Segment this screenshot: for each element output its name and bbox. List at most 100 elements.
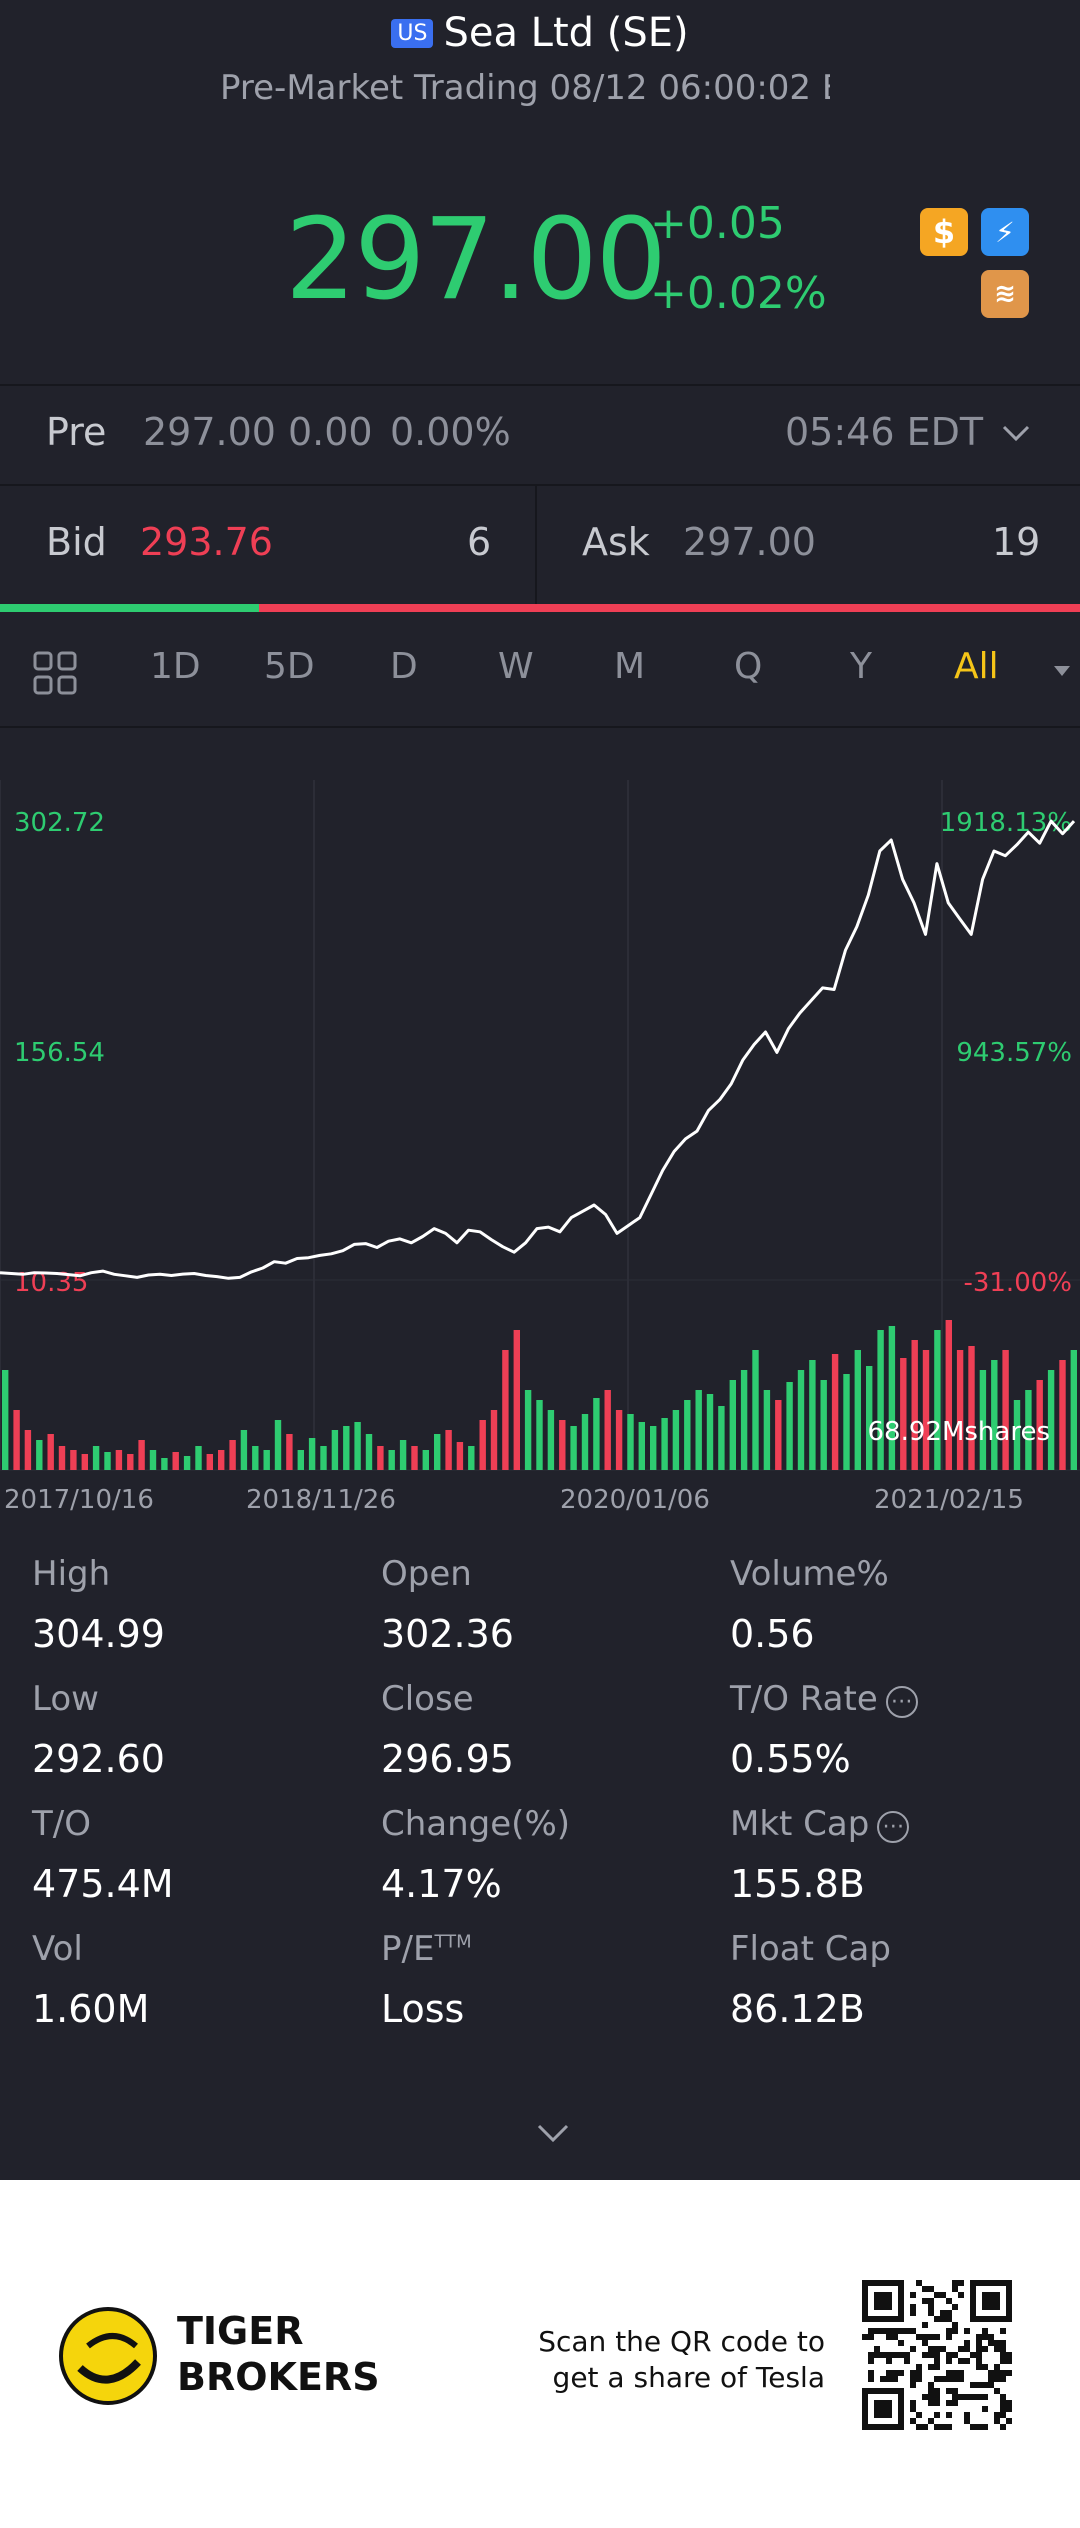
qr-module — [982, 2424, 988, 2430]
qr-module — [976, 2340, 982, 2346]
volume-bar — [445, 1430, 452, 1470]
volume-bar — [638, 1422, 645, 1470]
volume-bar — [1059, 1360, 1066, 1470]
volume-bar — [1036, 1380, 1043, 1470]
pre-time[interactable]: 05:46 EDT — [785, 410, 984, 454]
pre-price: 297.00 — [143, 410, 276, 454]
qr-module — [862, 2334, 868, 2340]
more-info-icon[interactable]: ⋯ — [885, 1686, 918, 1718]
chevron-down-icon[interactable] — [1000, 423, 1032, 443]
qr-module — [958, 2370, 964, 2376]
ask-size: 19 — [992, 520, 1041, 564]
volume-bar — [456, 1442, 464, 1470]
page-title: US Sea Ltd (SE) — [0, 10, 1080, 56]
qr-module — [934, 2364, 940, 2370]
qr-module — [916, 2424, 922, 2430]
x-axis-label: 2021/02/15 — [874, 1485, 1024, 1515]
tab-w[interactable]: W — [498, 646, 534, 687]
grid-icon[interactable] — [32, 650, 80, 698]
qr-module — [934, 2316, 940, 2322]
tab-d[interactable]: D — [390, 646, 418, 687]
layers-icon[interactable]: ≋ — [981, 270, 1029, 318]
qr-module — [886, 2328, 892, 2334]
tab-y[interactable]: Y — [850, 646, 872, 687]
stat-label-low: Low — [32, 1679, 99, 1719]
volume-bar — [934, 1330, 941, 1470]
qr-module — [952, 2394, 958, 2400]
stat-value-t-o-rate: 0.55% — [730, 1737, 851, 1781]
volume-bar — [797, 1370, 805, 1470]
qr-module — [928, 2298, 934, 2304]
qr-module — [880, 2376, 886, 2382]
qr-module — [928, 2418, 934, 2424]
volume-bar — [775, 1400, 782, 1470]
qr-module — [958, 2394, 964, 2400]
qr-module — [1006, 2358, 1012, 2364]
volume-bar — [331, 1430, 339, 1470]
qr-module — [940, 2310, 946, 2316]
volume-bar — [536, 1400, 543, 1470]
caret-down-icon[interactable] — [1052, 664, 1072, 678]
qr-module — [988, 2370, 994, 2376]
more-info-icon[interactable]: ⋯ — [877, 1811, 910, 1843]
qr-module — [868, 2358, 874, 2364]
volume-bar — [979, 1370, 987, 1470]
stat-label-t-o-rate: T/O Rate ⋯ — [730, 1679, 918, 1719]
qr-module — [916, 2280, 922, 2286]
qr-module — [892, 2370, 898, 2376]
volume-bar — [968, 1346, 975, 1470]
qr-module — [892, 2376, 898, 2382]
qr-module — [940, 2424, 946, 2430]
volume-bar — [127, 1454, 134, 1470]
qr-module — [928, 2364, 934, 2370]
stat-label-text: Open — [381, 1554, 472, 1594]
qr-module — [874, 2352, 880, 2358]
lightning-icon[interactable]: ⚡ — [981, 208, 1029, 256]
qr-module — [1000, 2352, 1006, 2358]
tab-all[interactable]: All — [954, 646, 999, 687]
stat-label-open: Open — [381, 1554, 472, 1594]
volume-bar — [36, 1440, 43, 1470]
qr-module — [934, 2292, 940, 2298]
qr-module — [928, 2382, 934, 2388]
qr-module — [868, 2376, 874, 2382]
volume-bar — [24, 1430, 32, 1470]
brand-name: TIGER BROKERS — [177, 2308, 380, 2400]
qr-module — [892, 2328, 898, 2334]
qr-module — [952, 2376, 958, 2382]
qr-module — [1006, 2352, 1012, 2358]
tab-5d[interactable]: 5D — [264, 646, 315, 687]
qr-module — [982, 2328, 988, 2334]
qr-module — [976, 2358, 982, 2364]
bid-size: 6 — [467, 520, 492, 564]
tab-m[interactable]: M — [614, 646, 646, 687]
volume-bar — [252, 1446, 259, 1470]
volume-bar — [991, 1360, 998, 1470]
expand-chevron-icon[interactable] — [535, 2122, 571, 2144]
dollar-icon[interactable]: $ — [920, 208, 968, 256]
qr-module — [910, 2304, 916, 2310]
volume-bar — [581, 1414, 589, 1470]
qr-module — [922, 2286, 928, 2292]
volume-bar — [513, 1330, 520, 1470]
qr-module — [1000, 2406, 1006, 2412]
tab-1d[interactable]: 1D — [150, 646, 201, 687]
qr-module — [916, 2376, 922, 2382]
volume-bar — [922, 1350, 930, 1470]
qr-module — [940, 2376, 946, 2382]
stat-label-text: Float Cap — [730, 1929, 891, 1969]
promo-footer: TIGER BROKERS Scan the QR code to get a … — [0, 2180, 1080, 2528]
qr-module — [886, 2358, 892, 2364]
tab-q[interactable]: Q — [734, 646, 763, 687]
volume-bar — [763, 1390, 771, 1470]
promo-line-2: get a share of Tesla — [552, 2361, 825, 2394]
qr-module — [952, 2352, 958, 2358]
bid-ask-ratio-bar — [0, 604, 1080, 612]
qr-module — [1006, 2400, 1012, 2406]
qr-module — [1006, 2406, 1012, 2412]
period-tabs: 1D 5D D W M Q Y All — [0, 628, 1080, 714]
price-chart[interactable]: 302.72156.5410.351918.13%943.57%-31.00%6… — [0, 780, 1080, 1520]
divider — [0, 726, 1080, 728]
qr-module — [916, 2370, 922, 2376]
volume-bar — [195, 1446, 202, 1470]
